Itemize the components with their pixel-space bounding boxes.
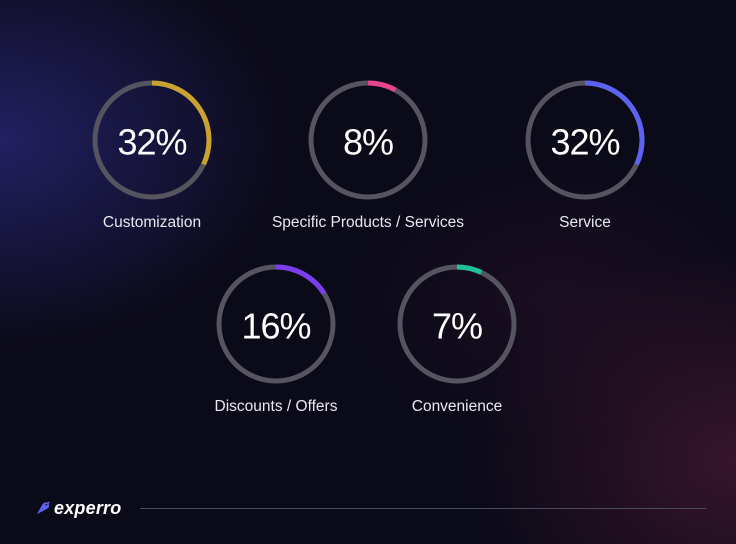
ring-item-specific-products-services: 8% Specific Products / Services: [272, 80, 464, 231]
ring-arc: [456, 264, 483, 275]
ring-label: Customization: [103, 214, 201, 231]
ring-arc: [151, 80, 212, 166]
ring-value: 7%: [432, 306, 482, 347]
ring-item-discounts-offers: 16% Discounts / Offers: [215, 264, 338, 415]
ring-label: Specific Products / Services: [272, 214, 464, 231]
ring-item-convenience: 7% Convenience: [397, 264, 517, 415]
ring-item-service: 32% Service: [525, 80, 645, 231]
ring-arc: [367, 80, 397, 93]
ring-label: Service: [559, 214, 611, 231]
ring-chart: 32% Customization 8% Specific Products / Se…: [92, 80, 645, 415]
footer-divider: [140, 508, 706, 509]
ring-item-customization: 32% Customization: [92, 80, 212, 231]
experro-logo[interactable]: experro: [36, 496, 121, 520]
ring-label: Convenience: [412, 398, 502, 415]
ring-arc: [275, 264, 327, 295]
ring-value: 8%: [343, 122, 393, 163]
ring-value: 32%: [117, 122, 186, 163]
brand-name: experro: [54, 497, 122, 518]
ring-label: Discounts / Offers: [215, 398, 338, 415]
ring-value: 32%: [550, 122, 619, 163]
ring-value: 16%: [241, 306, 310, 347]
footer: experro: [36, 496, 706, 520]
bird-logo-icon: [37, 501, 50, 514]
ring-arc: [584, 80, 645, 166]
